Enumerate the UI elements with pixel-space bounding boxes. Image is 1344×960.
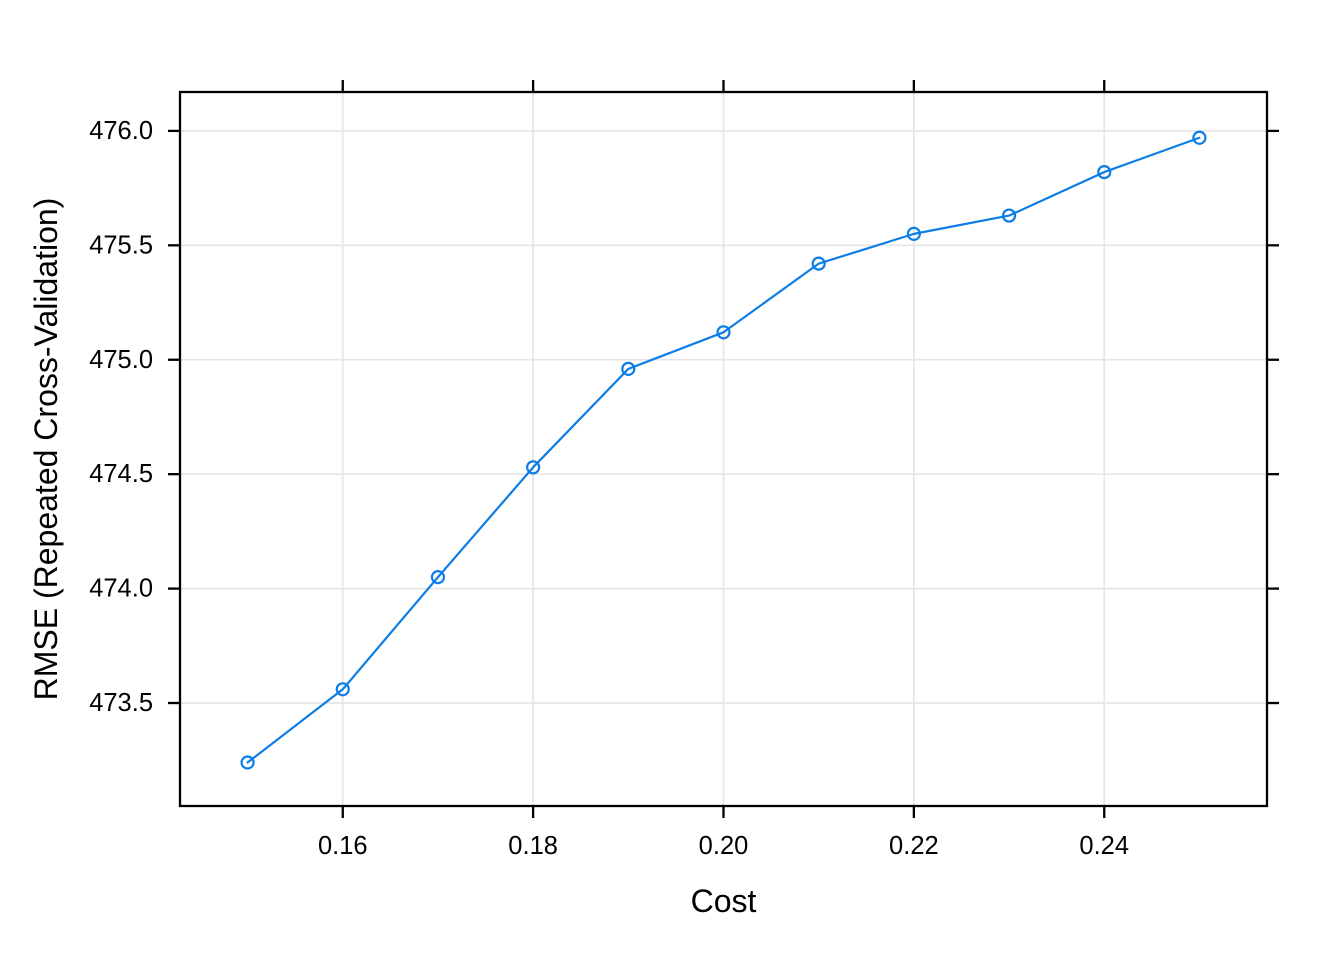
x-tick-label: 0.16	[318, 832, 368, 860]
data-point-marker	[1097, 164, 1112, 180]
x-axis-title: Cost	[691, 883, 757, 919]
data-point-marker	[1192, 130, 1207, 145]
y-tick-label: 476.0	[89, 117, 153, 145]
y-tick-label: 475.5	[89, 231, 153, 259]
data-point-marker	[335, 682, 350, 697]
x-tick-label: 0.20	[699, 832, 749, 860]
data-point-marker	[1001, 208, 1017, 223]
data-point-marker	[526, 460, 541, 475]
data-point-marker	[430, 570, 446, 585]
data-point-marker	[906, 226, 921, 241]
data-point-marker	[716, 325, 731, 340]
axis-layer: 0.16 0.18 0.20 0.22 0.24 473.5 474.0 474.5 475.0…	[89, 80, 1279, 860]
y-axis-title: RMSE (Repeated Cross-Validation)	[28, 198, 64, 701]
series-line	[246, 136, 1201, 764]
x-tick-label: 0.22	[889, 832, 939, 860]
y-tick-label: 475.0	[89, 346, 153, 374]
y-tick-label: 474.5	[89, 460, 153, 488]
x-tick-label: 0.24	[1079, 832, 1129, 860]
gridlines-layer	[180, 92, 1267, 806]
data-point-marker	[240, 755, 255, 770]
x-tick-label: 0.18	[508, 832, 558, 860]
y-tick-label: 474.0	[89, 575, 153, 603]
series-layer	[240, 130, 1207, 770]
y-tick-label: 473.5	[89, 689, 153, 717]
data-point-marker	[621, 361, 636, 377]
data-point-marker	[811, 256, 826, 271]
